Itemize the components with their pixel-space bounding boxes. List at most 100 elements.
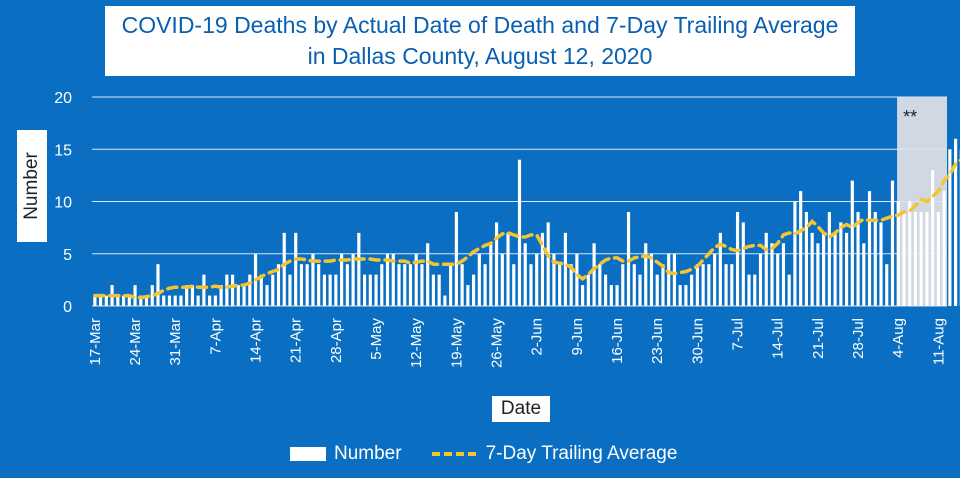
legend: Number 7-Day Trailing Average bbox=[290, 442, 707, 466]
x-tick-label: 21-Jul bbox=[810, 318, 827, 359]
bar bbox=[822, 232, 826, 306]
bar bbox=[231, 274, 235, 306]
bar bbox=[420, 264, 424, 306]
bar bbox=[890, 180, 895, 306]
y-tick-label: 15 bbox=[54, 142, 72, 159]
bar bbox=[644, 243, 648, 306]
bar bbox=[414, 253, 418, 306]
bar bbox=[661, 264, 665, 306]
bar bbox=[535, 253, 539, 306]
bar bbox=[678, 285, 682, 306]
bar bbox=[362, 274, 367, 306]
bar bbox=[655, 274, 659, 306]
bar bbox=[408, 264, 413, 306]
bar bbox=[133, 285, 137, 306]
bar bbox=[764, 232, 768, 306]
bar bbox=[850, 180, 854, 306]
x-tick-label: 14-Jul bbox=[770, 318, 787, 359]
bar bbox=[196, 295, 200, 306]
bar bbox=[345, 264, 349, 306]
bar bbox=[810, 232, 814, 306]
bar bbox=[116, 295, 120, 306]
bar bbox=[885, 264, 889, 306]
bar bbox=[684, 285, 688, 306]
bar bbox=[483, 264, 487, 306]
bar bbox=[271, 274, 275, 306]
x-tick-label: 26-May bbox=[489, 318, 506, 369]
bar bbox=[690, 274, 694, 306]
bar bbox=[190, 285, 194, 306]
bar bbox=[563, 232, 567, 306]
bar bbox=[713, 253, 717, 306]
bar bbox=[552, 253, 556, 306]
x-tick-label: 7-Apr bbox=[207, 318, 224, 355]
bar bbox=[747, 274, 751, 306]
bar bbox=[454, 211, 458, 306]
bar bbox=[472, 274, 476, 306]
bar bbox=[758, 253, 763, 306]
bar bbox=[322, 274, 326, 306]
chart-title: COVID-19 Deaths by Actual Date of Death … bbox=[105, 6, 855, 76]
bar bbox=[167, 295, 172, 306]
y-axis-label-box: Number bbox=[17, 130, 47, 242]
bar bbox=[104, 295, 108, 306]
bar bbox=[707, 264, 711, 306]
bar bbox=[431, 274, 436, 306]
x-tick-label: 9-Jun bbox=[569, 318, 586, 356]
bar bbox=[948, 149, 952, 306]
bar bbox=[449, 264, 453, 306]
bar bbox=[259, 274, 263, 306]
bar bbox=[162, 295, 166, 306]
x-tick-label: 7-Jul bbox=[730, 318, 747, 351]
bar bbox=[902, 211, 906, 306]
bar bbox=[282, 232, 286, 306]
bar bbox=[529, 264, 533, 306]
y-tick-label: 10 bbox=[54, 195, 72, 212]
bar bbox=[672, 253, 677, 306]
x-tick-label: 17-Mar bbox=[87, 318, 104, 366]
bar bbox=[603, 274, 608, 306]
x-axis-label: Date bbox=[492, 396, 550, 422]
bar bbox=[873, 211, 877, 306]
bar bbox=[179, 295, 183, 306]
bar bbox=[753, 274, 757, 306]
x-tick-label: 30-Jun bbox=[689, 318, 706, 364]
x-tick-label: 24-Mar bbox=[127, 318, 144, 366]
bar bbox=[558, 264, 562, 306]
bar bbox=[609, 285, 613, 306]
x-tick-label: 14-Apr bbox=[248, 318, 265, 363]
bar bbox=[908, 201, 912, 306]
bar bbox=[793, 201, 797, 306]
bar bbox=[735, 211, 740, 306]
bar bbox=[173, 295, 177, 306]
chart-title-line-2: in Dallas County, August 12, 2020 bbox=[307, 43, 653, 69]
bar bbox=[305, 264, 309, 306]
bar bbox=[294, 232, 298, 306]
bar bbox=[942, 191, 946, 306]
bar bbox=[374, 274, 378, 306]
bar bbox=[776, 253, 780, 306]
bar bbox=[718, 232, 722, 306]
bar bbox=[804, 211, 808, 306]
bar bbox=[621, 264, 625, 306]
bar bbox=[867, 191, 872, 306]
bar bbox=[93, 295, 97, 306]
bar bbox=[477, 253, 481, 306]
bar bbox=[770, 243, 774, 306]
x-tick-label: 19-May bbox=[448, 318, 465, 369]
bar bbox=[925, 211, 929, 306]
bar bbox=[248, 274, 252, 306]
bar bbox=[317, 264, 321, 306]
bar bbox=[121, 295, 126, 306]
bar bbox=[638, 274, 642, 306]
bar bbox=[862, 243, 866, 306]
bar bbox=[816, 243, 820, 306]
bar bbox=[156, 264, 160, 306]
bar bbox=[632, 264, 636, 306]
bar bbox=[517, 159, 522, 306]
bar bbox=[443, 295, 447, 306]
x-tick-label: 31-Mar bbox=[167, 318, 184, 366]
bar bbox=[586, 274, 590, 306]
x-tick-label: 28-Jul bbox=[850, 318, 867, 359]
x-tick-label: 23-Jun bbox=[649, 318, 666, 364]
